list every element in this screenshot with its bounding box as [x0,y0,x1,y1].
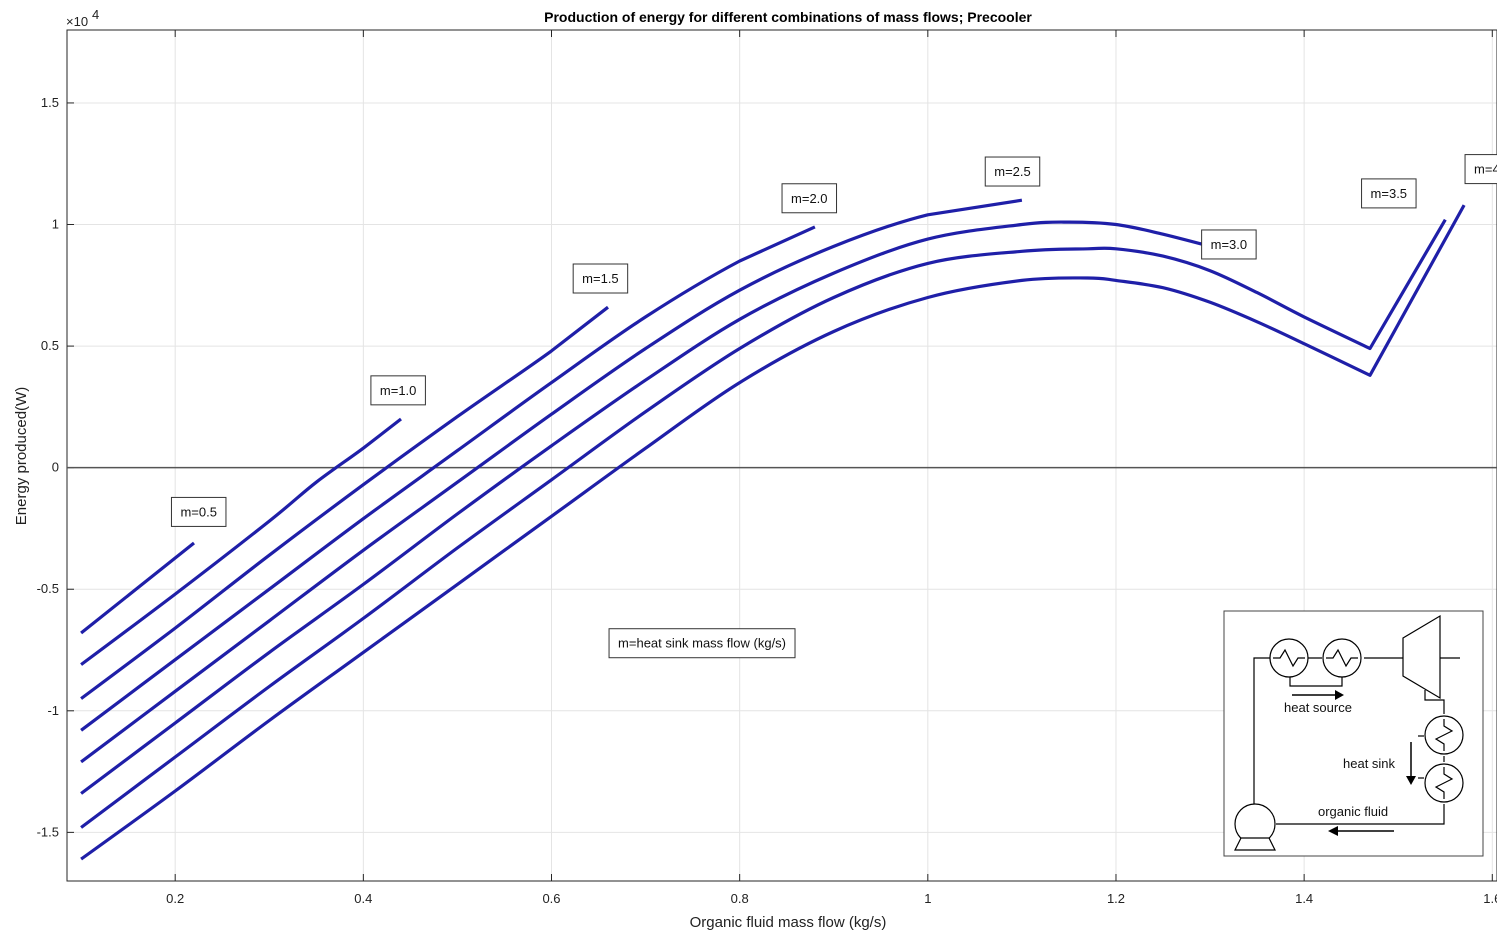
x-tick-label: 1.6 [1483,891,1497,906]
annotation-label: m=0.5 [180,504,217,519]
annotation-label: m=4.0 [1474,162,1497,177]
series-line-m-1-5 [80,305,609,700]
y-axis-label: Energy produced(W) [13,387,30,525]
y-exponent-power: 4 [92,7,99,22]
annotation-label: m=1.5 [582,271,619,286]
annotation-frame [984,156,1041,187]
plot-area-frame [66,29,1497,882]
axes: 0.2 0.4 0.6 0.8 1 1.2 1.4 1.6 -1.5 -1 -0.5 0 0.5 1 1.5 [37,29,1497,906]
series-line-m-3-0 [80,220,1230,795]
annotation-label: m=heat sink mass flow (kg/s) [618,636,786,651]
annotation-box: m=1.0 [370,375,426,406]
annotation-group: m=0.5 m=1.0 m=1.5 m=2.0 m=2.5 m=3.0 m=3.5 m=4.0… [170,154,1497,659]
condenser-2 [1424,763,1464,803]
series-line-m-3-5 [80,218,1447,829]
y-tick-label: -1.5 [37,824,59,839]
x-axis-label: Organic fluid mass flow (kg/s) [690,914,887,931]
y-exponent: ×10 4 [66,7,99,29]
annotation-box: m=2.0 [781,183,838,214]
inset-organic-fluid-label: organic fluid [1318,804,1388,819]
annotation-label: m=2.5 [994,164,1031,179]
organic-fluid-arrow-icon [1328,826,1394,836]
series-line-m-2-0 [80,225,816,732]
y-tick-label: 0 [52,460,59,475]
annotation-frame [1361,178,1417,209]
heat-sink-arrow-icon [1406,742,1416,785]
annotation-frame [1201,229,1257,260]
chart-title: Production of energy for different combi… [544,9,1032,25]
y-tick-label: -0.5 [37,581,59,596]
heat-exchanger-1 [1269,638,1309,678]
inset-piping [1253,657,1460,825]
annotation-box: m=3.0 [1201,229,1257,260]
heat-exchanger-2 [1322,638,1362,678]
annotation-box: m=2.5 [984,156,1041,187]
y-tick-label: 1 [52,217,59,232]
condenser-1 [1424,715,1464,755]
annotation-label: m=2.0 [791,191,828,206]
annotation-frame [1464,154,1497,185]
annotation-frame [781,183,838,214]
cycle-schematic-inset: heat source heat sink organic fluid [1223,610,1484,857]
series-line-m-2-5 [80,198,1023,764]
annotation-frame [370,375,426,406]
annotation-box: m=0.5 [170,496,227,527]
inset-heat-sink-label: heat sink [1343,756,1396,771]
y-exponent-base: ×10 [66,14,88,29]
annotation-label: m=1.0 [380,383,417,398]
series-line-m-0-5 [80,541,195,635]
annotation-label: m=3.5 [1371,186,1408,201]
turbine [1402,614,1441,700]
pump [1234,803,1276,851]
inset-heat-source-label: heat source [1284,700,1352,715]
annotation-frame [608,628,796,659]
x-tick-label: 0.6 [542,891,560,906]
series-line-m-4-0 [80,204,1466,861]
series-group [80,198,1466,861]
annotation-label: m=3.0 [1211,237,1248,252]
annotation-box: m=1.5 [572,263,629,294]
x-tick-label: 0.8 [731,891,749,906]
annotation-box: m=heat sink mass flow (kg/s) [608,628,796,659]
heat-source-arrow-icon [1292,690,1344,700]
x-tick-label: 1 [924,891,931,906]
y-tick-label: 0.5 [41,338,59,353]
x-tick-label: 0.2 [166,891,184,906]
series-line-m-1-0 [80,417,402,666]
annotation-frame [572,263,629,294]
x-tick-label: 1.4 [1295,891,1313,906]
x-tick-label: 0.4 [354,891,372,906]
annotation-frame [170,496,227,527]
y-tick-label: -1 [47,703,59,718]
y-tick-label: 1.5 [41,95,59,110]
annotation-box: m=3.5 [1361,178,1417,209]
annotation-box: m=4.0 [1464,154,1497,185]
x-tick-label: 1.2 [1107,891,1125,906]
